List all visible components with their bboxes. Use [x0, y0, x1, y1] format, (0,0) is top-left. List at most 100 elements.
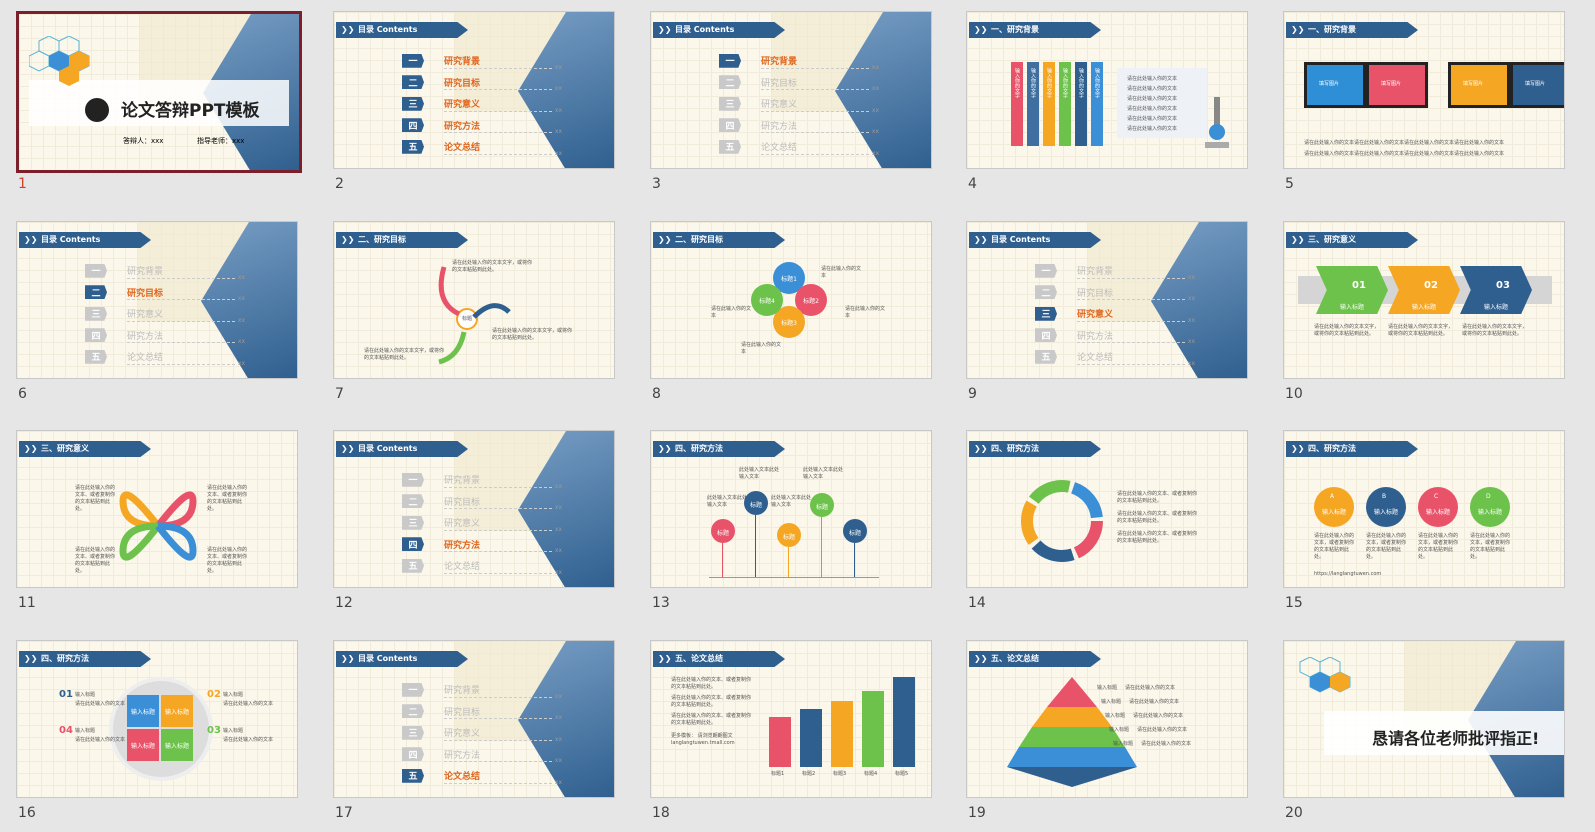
toc-number: 二 [719, 75, 741, 90]
slide-number: 19 [968, 805, 986, 821]
text-block: 请在此处输入你的文本、或者复制你的文本粘贴到此处。 [671, 677, 752, 690]
petal-text: 请在此输入你的文本 [741, 342, 782, 355]
slide-header: 五、论文总结 [969, 651, 1101, 667]
toc-page-ref: xx [237, 359, 245, 367]
toc-label: 研究目标 [761, 78, 798, 89]
slide-number: 5 [1285, 176, 1294, 192]
toc-page-ref: xx [1187, 273, 1195, 281]
toc-dashed-line [1077, 342, 1185, 343]
toc-number: 二 [402, 494, 424, 509]
slide-header: 二、研究目标 [336, 232, 468, 248]
toc-dashed-line [444, 508, 552, 509]
toc-number: 三 [402, 96, 424, 111]
toc-number: 二 [85, 285, 107, 300]
text-bar: 输入你的文字 [1043, 62, 1055, 146]
toc-label: 研究目标 [444, 78, 481, 89]
toc-row: 三 研究意义 xx [719, 93, 879, 115]
slide-header: 一、研究背景 [969, 22, 1101, 38]
item-number: 01 [59, 689, 73, 700]
toc-dashed-line [444, 696, 552, 698]
sticker-label: 输入标题 [1425, 509, 1450, 516]
toc-list: 一 研究背景 xx 二 研究目标 xx 三 研究意义 xx 四 研究方法 xx 五 论文总结 xx [85, 260, 245, 368]
bar-text: 输入你的文字 [1030, 68, 1036, 98]
sticker: C 输入标题 [1418, 487, 1458, 527]
pin-label: 标题 [815, 504, 828, 511]
toc-row: 二 研究目标 xx [85, 282, 245, 304]
pin-text: 此处输入文本此处输入文本 [803, 467, 844, 480]
toc-row: 一 研究背景 xx [719, 50, 879, 72]
toc-dashed-line [444, 110, 552, 112]
toc-page-ref: xx [1187, 338, 1195, 345]
pin-text: 此处输入文本此处输入文本 [771, 495, 812, 508]
level-desc: 请在此处输入你的文本 [1137, 727, 1188, 733]
toc-page-ref: xx [554, 482, 562, 490]
slide-thumbnail-12[interactable]: 目录 Contents一研究背景xx二研究目标xx三研究意义xx四研究方法xx五… [333, 430, 615, 588]
toc-label: 研究意义 [761, 100, 798, 111]
toc-dashed-line [444, 782, 552, 784]
slide-header: 四、研究方法 [1286, 441, 1418, 457]
step-number: 02 [1424, 280, 1438, 291]
slide-header: 目录 Contents [19, 232, 151, 248]
toc-label: 论文总结 [444, 772, 481, 783]
bar-label: 标题5 [895, 771, 909, 777]
toc-page-ref: xx [871, 128, 879, 135]
sticker: D 输入标题 [1470, 487, 1510, 527]
slide-thumbnail-3[interactable]: 目录 Contents一研究背景xx二研究目标xx三研究意义xx四研究方法xx五… [650, 11, 932, 169]
slide-thumbnail-20[interactable]: 恳请各位老师批评指正! [1283, 640, 1565, 798]
toc-dashed-line [444, 551, 552, 552]
level-label: 输入标题 [1109, 727, 1130, 733]
step-chevron: 03 输入标题 [1460, 266, 1532, 314]
slide-thumbnail-17[interactable]: 目录 Contents一研究背景xx二研究目标xx三研究意义xx四研究方法xx五… [333, 640, 615, 798]
toc-row: 四 研究方法 xx [402, 744, 562, 766]
toc-number: 四 [402, 747, 424, 762]
slide-thumbnail-11[interactable]: 三、研究意义请在此处输入你的文本、或者复制你的文本粘贴到此处。请在此处输入你的文… [16, 430, 298, 588]
sticker-letter: C [1434, 493, 1439, 500]
text-bar: 输入你的文字 [1027, 62, 1039, 146]
advisor: 指导老师：xxx [197, 137, 245, 145]
toc-label: 研究背景 [444, 686, 481, 697]
toc-number: 二 [402, 704, 424, 719]
toc-dashed-line [761, 132, 869, 133]
slide-thumbnail-7[interactable]: 二、研究目标标题请在此处输入你的文本文字，或将你的文本粘贴到此处。请在此处输入你… [333, 221, 615, 379]
slide-thumbnail-1[interactable]: 论文答辩PPT模板 答辩人：xxx 指导老师：xxx [16, 11, 302, 173]
monitor: 填写图片 [1510, 62, 1564, 108]
toc-page-ref: xx [554, 504, 562, 511]
toc-page-ref: xx [554, 128, 562, 135]
puzzle-tile: 输入标题 [161, 729, 193, 761]
toc-row: 三 研究意义 xx [402, 512, 562, 534]
monitor-label: 填写图片 [1525, 81, 1546, 87]
toc-page-ref: xx [871, 63, 879, 71]
timeline-pin: 标题 [843, 519, 867, 543]
toc-dashed-line [761, 153, 869, 155]
toc-label: 研究背景 [761, 57, 798, 68]
sticker-label: 输入标题 [1477, 509, 1502, 516]
slide-number: 4 [968, 176, 977, 192]
slide-thumbnail-2[interactable]: 目录 Contents一研究背景xx二研究目标xx三研究意义xx四研究方法xx五… [333, 11, 615, 169]
slide-thumbnail-8[interactable]: 二、研究目标标题1标题2标题3标题4请在此输入你的文本请在此输入你的文本请在此输… [650, 221, 932, 379]
toc-page-ref: xx [554, 568, 562, 576]
slide-number: 10 [1285, 386, 1303, 402]
toc-dashed-line [127, 299, 235, 300]
toc-row: 五 论文总结 xx [1035, 346, 1195, 368]
slide-thumbnail-19[interactable]: 五、论文总结输入标题请在此处输入你的文本输入标题请在此处输入你的文本输入标题请在… [966, 640, 1248, 798]
slide-thumbnail-13[interactable]: 四、研究方法标题标题标题标题标题此处输入文本此处输入文本此处输入文本此处输入文本… [650, 430, 932, 588]
toc-number: 四 [85, 328, 107, 343]
pin-label: 标题 [716, 530, 729, 537]
toc-label: 研究意义 [127, 310, 164, 321]
bar [769, 717, 791, 767]
toc-page-ref: xx [237, 273, 245, 281]
toc-dashed-line [761, 67, 869, 69]
toc-page-ref: xx [237, 295, 245, 302]
toc-list: 一 研究背景 xx 二 研究目标 xx 三 研究意义 xx 四 研究方法 xx 五 论文总结 xx [402, 50, 562, 158]
slide-thumbnail-6[interactable]: 目录 Contents一研究背景xx二研究目标xx三研究意义xx四研究方法xx五… [16, 221, 298, 379]
slide-header: 目录 Contents [336, 651, 468, 667]
slide-thumbnail-16[interactable]: 四、研究方法输入标题输入标题输入标题输入标题01输入标题请在此处输入你的文本02… [16, 640, 298, 798]
slide-thumbnail-9[interactable]: 目录 Contents一研究背景xx二研究目标xx三研究意义xx四研究方法xx五… [966, 221, 1248, 379]
slide-thumbnail-14[interactable]: 四、研究方法请在此处输入你的文本、或者复制你的文本粘贴到此处。请在此处输入你的文… [966, 430, 1248, 588]
pin-stem [755, 515, 756, 577]
